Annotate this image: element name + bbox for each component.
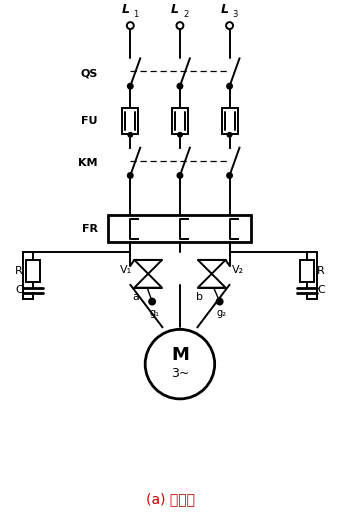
Text: QS: QS [80,68,98,78]
Text: V₂: V₂ [232,265,244,275]
Circle shape [128,133,132,137]
Bar [108,215,251,242]
Text: M: M [171,346,189,364]
Text: L: L [171,3,179,16]
Text: C: C [15,285,23,295]
Circle shape [178,133,182,137]
Text: (a) 主回路: (a) 主回路 [146,492,194,506]
Bar [300,260,314,282]
Text: 2: 2 [183,10,188,19]
Circle shape [217,298,223,305]
Text: g₂: g₂ [217,308,227,318]
Circle shape [227,133,232,137]
Text: C: C [317,285,325,295]
Circle shape [177,84,182,89]
Bar [122,108,138,134]
Text: KM: KM [78,157,98,168]
Circle shape [149,298,155,305]
Text: R: R [15,266,23,276]
Text: V₁: V₁ [120,265,133,275]
Circle shape [177,173,182,178]
Text: 1: 1 [133,10,138,19]
Text: a: a [133,292,140,301]
Bar [222,108,238,134]
Text: FR: FR [82,224,98,234]
Text: L: L [221,3,228,16]
Text: 3~: 3~ [171,367,189,380]
Text: 3: 3 [233,10,238,19]
Circle shape [128,173,133,178]
Text: R: R [317,266,325,276]
Text: g₁: g₁ [149,308,159,318]
Circle shape [227,84,232,89]
Bar [172,108,188,134]
Circle shape [227,173,232,178]
Bar [26,260,40,282]
Circle shape [128,84,133,89]
Text: L: L [121,3,129,16]
Text: b: b [196,292,203,301]
Text: FU: FU [81,116,98,126]
